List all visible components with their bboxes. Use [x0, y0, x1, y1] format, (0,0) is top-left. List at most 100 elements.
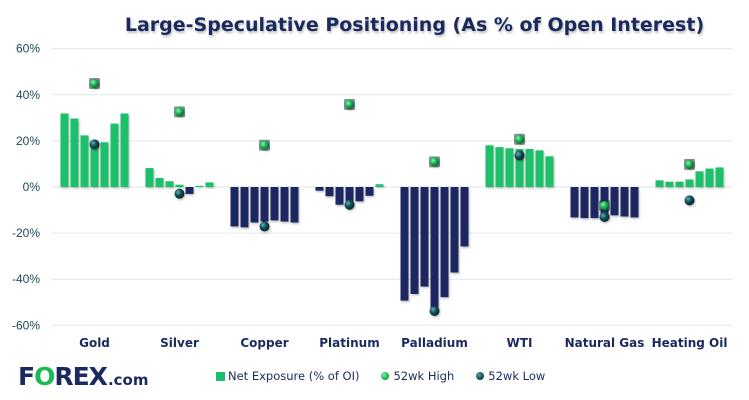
x-tick-label: Gold	[79, 336, 110, 350]
52wk-low-marker	[344, 199, 355, 210]
bar-wti	[505, 148, 514, 187]
bar-wti	[485, 145, 494, 187]
52wk-low-marker	[599, 211, 610, 222]
52wk-high-marker	[259, 140, 270, 150]
x-tick-label: Silver	[160, 336, 199, 350]
y-tick-label: 40%	[16, 88, 40, 102]
legend-label: 52wk High	[393, 369, 455, 383]
x-axis-ticks: Gold Silver Copper Platinum Palladium WTI Natu…	[79, 336, 727, 350]
bar-platinum	[375, 184, 384, 187]
bar-platinum	[365, 187, 374, 196]
bar-natural-gas	[580, 187, 589, 219]
bar-palladium	[450, 187, 459, 273]
bar-platinum	[345, 187, 354, 205]
bar-palladium	[430, 187, 439, 310]
52wk-high-marker	[599, 201, 610, 211]
gridlines	[52, 48, 732, 326]
legend-label: Net Exposure (% of OI)	[228, 369, 360, 383]
legend-52wk-high: 52wk High	[381, 369, 454, 383]
bar-heating-oil	[685, 179, 694, 187]
bar-platinum	[355, 187, 364, 202]
bar-copper	[250, 187, 259, 223]
bar-heating-oil	[705, 168, 714, 187]
52wk-low-swatch	[476, 372, 485, 380]
legend-52wk-low: 52wk Low	[476, 369, 545, 383]
bar-palladium	[440, 187, 449, 298]
bar-natural-gas	[610, 187, 619, 216]
52wk-high-marker	[429, 157, 440, 167]
bar-wti	[515, 148, 524, 187]
bar-copper	[230, 187, 239, 227]
y-tick-label: 0%	[23, 180, 41, 194]
52wk-low-marker	[89, 139, 100, 150]
bar-gold	[70, 118, 79, 187]
bar-silver	[195, 185, 204, 187]
bar-heating-oil	[695, 171, 704, 187]
x-tick-label: WTI	[507, 336, 533, 350]
y-tick-label: -20%	[12, 226, 40, 240]
52wk-high-marker	[89, 78, 100, 89]
logo-rex: REX	[54, 362, 108, 391]
bar-platinum	[335, 187, 344, 205]
bar-gold	[100, 142, 109, 187]
52wk-low-marker	[514, 150, 525, 161]
bar-silver	[185, 187, 194, 194]
y-tick-label: 60%	[16, 42, 40, 56]
bar-silver	[155, 178, 164, 187]
bar-platinum	[315, 187, 324, 191]
bar-copper	[270, 187, 279, 221]
bar-natural-gas	[630, 187, 639, 218]
bar-natural-gas	[620, 187, 629, 217]
bar-gold	[90, 142, 99, 187]
legend-net-exposure: Net Exposure (% of OI)	[216, 369, 359, 383]
52wk-high-marker	[174, 107, 185, 117]
bar-palladium	[420, 187, 429, 287]
bar-silver	[145, 168, 154, 187]
52wk-low-marker	[259, 221, 270, 232]
52wk-high-marker	[684, 159, 695, 170]
bars	[60, 113, 724, 310]
bar-silver	[165, 181, 174, 187]
bar-wti	[525, 148, 534, 187]
52wk-low-marker	[174, 188, 185, 199]
bar-heating-oil	[665, 181, 674, 187]
52wk-high-swatch	[381, 372, 390, 380]
logo-f: F	[18, 362, 35, 391]
bar-silver	[205, 182, 214, 187]
bar-platinum	[325, 187, 334, 197]
net-exposure-swatch	[216, 371, 225, 381]
bar-copper	[240, 187, 249, 228]
x-tick-label: Palladium	[401, 336, 468, 350]
bar-heating-oil	[675, 181, 684, 187]
y-tick-label: -40%	[12, 272, 40, 286]
bar-natural-gas	[590, 187, 599, 219]
bar-palladium	[410, 187, 419, 294]
y-axis-ticks: 60% 40% 20% 0% -20% -40% -60%	[12, 42, 40, 333]
logo-suffix: .com	[107, 371, 149, 389]
bar-copper	[280, 187, 289, 222]
chart-title: Large-Speculative Positioning (As % of O…	[124, 14, 705, 36]
bar-heating-oil	[715, 167, 724, 187]
bar-copper	[290, 187, 299, 223]
legend: Net Exposure (% of OI) 52wk High 52wk Lo…	[216, 369, 567, 383]
bar-gold	[60, 113, 69, 187]
bar-wti	[545, 156, 554, 187]
bar-copper	[260, 187, 269, 222]
52wk-low-marker	[684, 195, 695, 206]
x-tick-label: Heating Oil	[652, 336, 728, 350]
y-tick-label: -60%	[12, 318, 40, 332]
legend-label: 52wk Low	[488, 369, 546, 383]
52wk-low-marker	[429, 306, 440, 317]
bar-silver	[175, 184, 184, 187]
bar-natural-gas	[570, 187, 579, 218]
x-tick-label: Platinum	[319, 336, 379, 350]
forex-logo: F O REX .com	[18, 362, 148, 391]
52wk-high-marker	[514, 134, 525, 144]
bar-gold	[110, 123, 119, 187]
bar-palladium	[460, 187, 469, 247]
x-tick-label: Copper	[240, 336, 288, 350]
bar-gold	[120, 113, 129, 187]
markers	[89, 78, 695, 317]
bar-wti	[495, 147, 504, 187]
